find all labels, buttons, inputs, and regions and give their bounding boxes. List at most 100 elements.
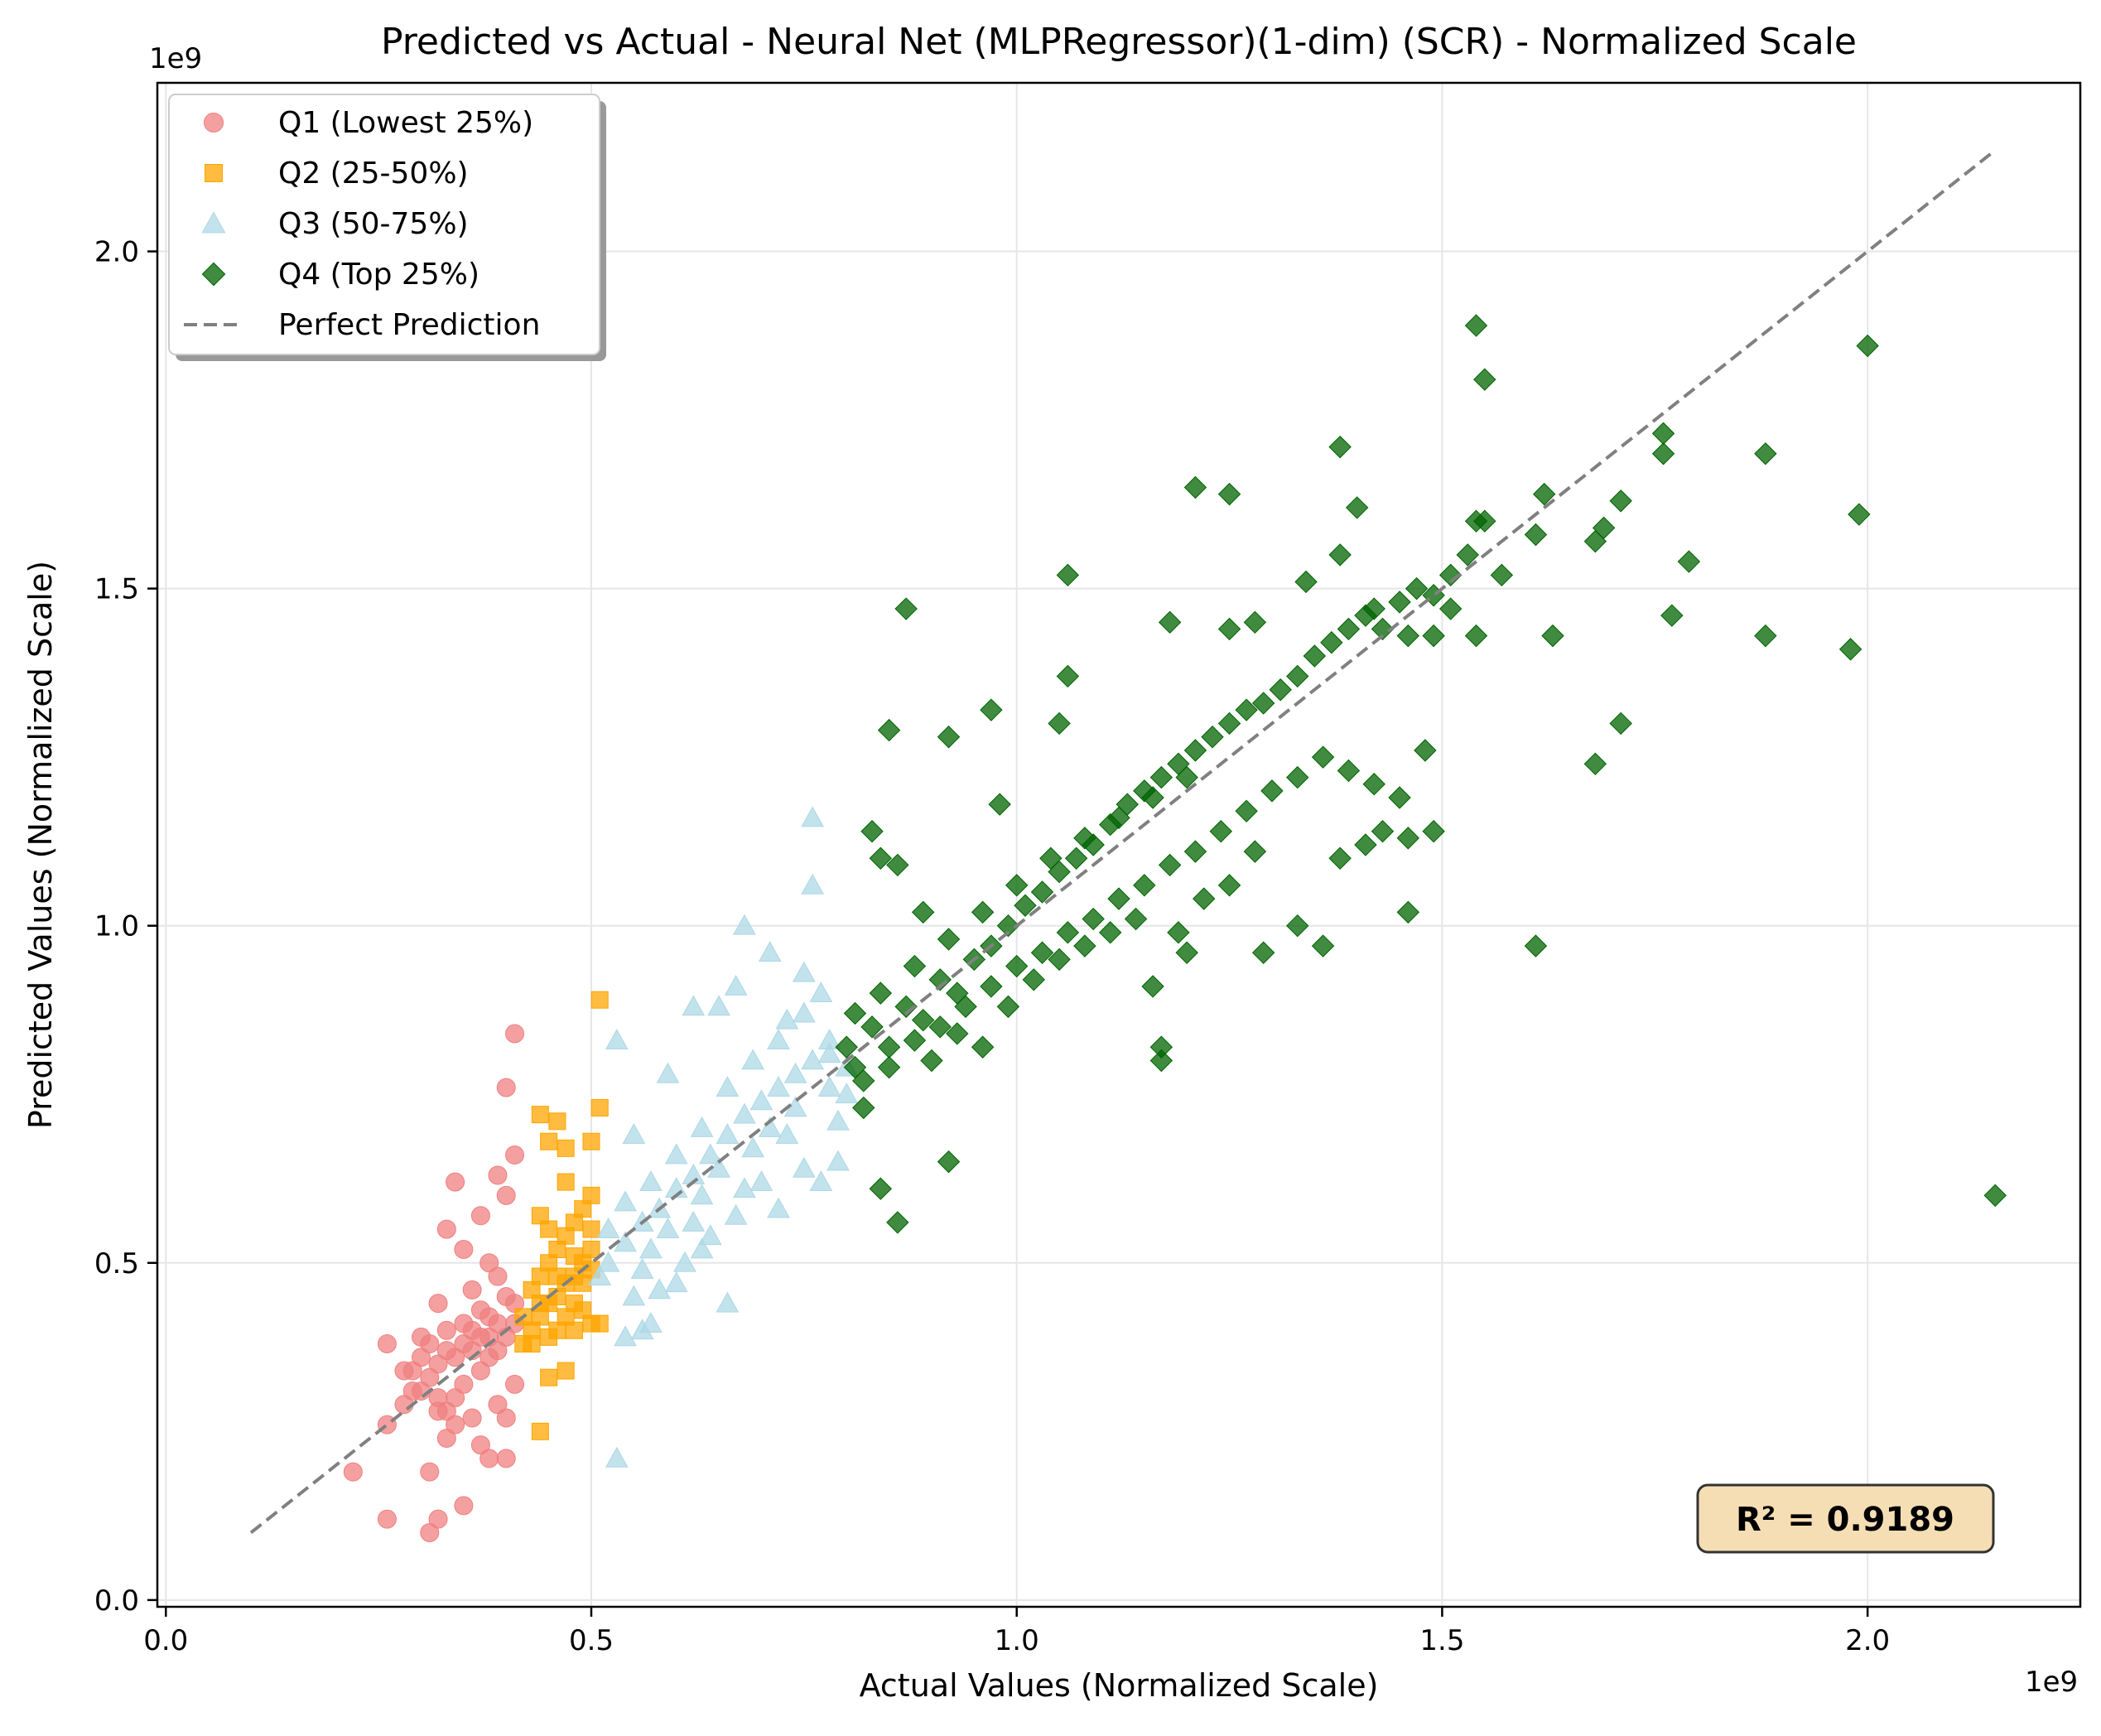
data-point-q2 <box>590 1314 609 1333</box>
data-point-q2 <box>565 1247 583 1266</box>
data-point-q3 <box>682 1210 706 1232</box>
data-point-q4 <box>911 1008 935 1032</box>
data-point-q3 <box>664 1271 688 1293</box>
data-point-q4 <box>1303 644 1327 668</box>
data-point-q1 <box>496 1286 516 1306</box>
data-point-q4 <box>911 900 935 924</box>
data-point-q4 <box>937 726 961 749</box>
data-point-q1 <box>436 1428 456 1448</box>
data-point-q3 <box>724 974 748 996</box>
perfect-prediction-line <box>249 148 1997 1535</box>
data-point-q4 <box>1099 921 1122 944</box>
data-point-q2 <box>565 1295 583 1313</box>
y-axis-label: Predicted Values (Normalized Scale) <box>22 561 59 1129</box>
data-point-q4 <box>1243 610 1267 634</box>
data-point-q4 <box>1583 752 1607 776</box>
data-point-q4 <box>980 698 1003 721</box>
data-point-q1 <box>470 1206 490 1226</box>
data-point-q4 <box>1422 820 1445 843</box>
data-point-q1 <box>488 1314 508 1333</box>
data-point-q4 <box>1354 833 1377 856</box>
data-point-q1 <box>402 1361 422 1381</box>
data-point-q4 <box>1073 934 1096 957</box>
data-point-q1 <box>488 1341 508 1361</box>
data-point-q3 <box>622 1123 646 1144</box>
data-point-q3 <box>690 1184 714 1205</box>
data-point-q4 <box>903 954 927 978</box>
data-point-q3 <box>826 1109 850 1131</box>
data-point-q4 <box>852 1096 875 1120</box>
legend-marker-q3 <box>201 211 226 234</box>
data-point-q3 <box>656 1062 680 1083</box>
data-point-q3 <box>664 1143 688 1165</box>
y-tick-label: 1.0 <box>94 910 139 943</box>
data-point-q3 <box>775 1123 799 1144</box>
data-point-q3 <box>749 1170 773 1191</box>
data-point-q2 <box>582 1220 600 1238</box>
data-point-q4 <box>1438 597 1463 620</box>
data-point-q1 <box>436 1320 456 1340</box>
data-point-q3 <box>817 1029 841 1050</box>
data-point-q4 <box>886 853 909 877</box>
data-point-q3 <box>690 1116 714 1137</box>
data-point-q3 <box>741 1136 765 1158</box>
data-point-q4 <box>1064 846 1088 870</box>
x-tick-label: 2.0 <box>1845 1624 1890 1657</box>
data-point-q1 <box>428 1401 448 1421</box>
data-point-q4 <box>1651 422 1675 446</box>
points-layer <box>343 314 2007 1542</box>
data-point-q4 <box>1056 563 1080 587</box>
data-point-q4 <box>1320 631 1343 654</box>
data-point-q4 <box>928 1015 952 1039</box>
data-point-q3 <box>767 1029 790 1050</box>
data-point-q4 <box>1217 711 1241 735</box>
data-point-q2 <box>582 1132 600 1150</box>
data-point-q4 <box>1175 941 1198 964</box>
data-point-q4 <box>1856 334 1879 358</box>
data-point-q4 <box>1345 496 1369 519</box>
data-point-q4 <box>1328 435 1352 459</box>
data-point-q3 <box>724 1203 748 1225</box>
legend-label: Q3 (50-75%) <box>278 207 469 241</box>
data-point-q1 <box>496 1449 516 1468</box>
data-point-q3 <box>783 1062 807 1083</box>
legend-label: Q2 (25-50%) <box>278 157 469 190</box>
data-point-q2 <box>557 1173 575 1191</box>
data-point-q1 <box>377 1333 397 1353</box>
data-point-q1 <box>470 1327 490 1347</box>
data-point-q1 <box>462 1408 482 1428</box>
data-point-q4 <box>1167 921 1190 944</box>
data-point-q3 <box>801 806 824 827</box>
data-point-q4 <box>1286 765 1309 789</box>
data-point-q2 <box>548 1267 566 1285</box>
data-point-q3 <box>767 1197 790 1218</box>
data-point-q4 <box>1609 489 1632 513</box>
data-point-q3 <box>605 1029 629 1050</box>
data-point-q1 <box>462 1280 482 1300</box>
series-q2 <box>514 991 609 1440</box>
data-point-q4 <box>852 1069 875 1092</box>
data-point-q4 <box>1422 624 1445 648</box>
data-point-q3 <box>826 1150 850 1171</box>
data-point-q3 <box>817 1076 841 1097</box>
data-point-q4 <box>1030 941 1054 964</box>
data-point-q2 <box>540 1368 558 1386</box>
data-point-q4 <box>1464 624 1488 648</box>
data-point-q4 <box>1396 900 1420 924</box>
data-point-q3 <box>605 1446 629 1468</box>
legend-marker-q1 <box>203 112 224 133</box>
data-point-q4 <box>1473 368 1496 391</box>
data-point-q4 <box>869 1177 893 1200</box>
data-point-q1 <box>428 1294 448 1314</box>
data-point-q1 <box>428 1509 448 1529</box>
data-point-q1 <box>446 1415 465 1435</box>
data-point-q4 <box>1396 827 1420 850</box>
data-point-q4 <box>1541 624 1564 648</box>
data-point-q4 <box>1490 563 1514 587</box>
data-point-q4 <box>1328 846 1352 870</box>
data-point-q4 <box>860 820 884 843</box>
series-q4 <box>835 314 2007 1234</box>
data-point-q4 <box>1405 576 1429 600</box>
data-point-q4 <box>1533 482 1556 506</box>
data-point-q4 <box>1107 806 1130 830</box>
